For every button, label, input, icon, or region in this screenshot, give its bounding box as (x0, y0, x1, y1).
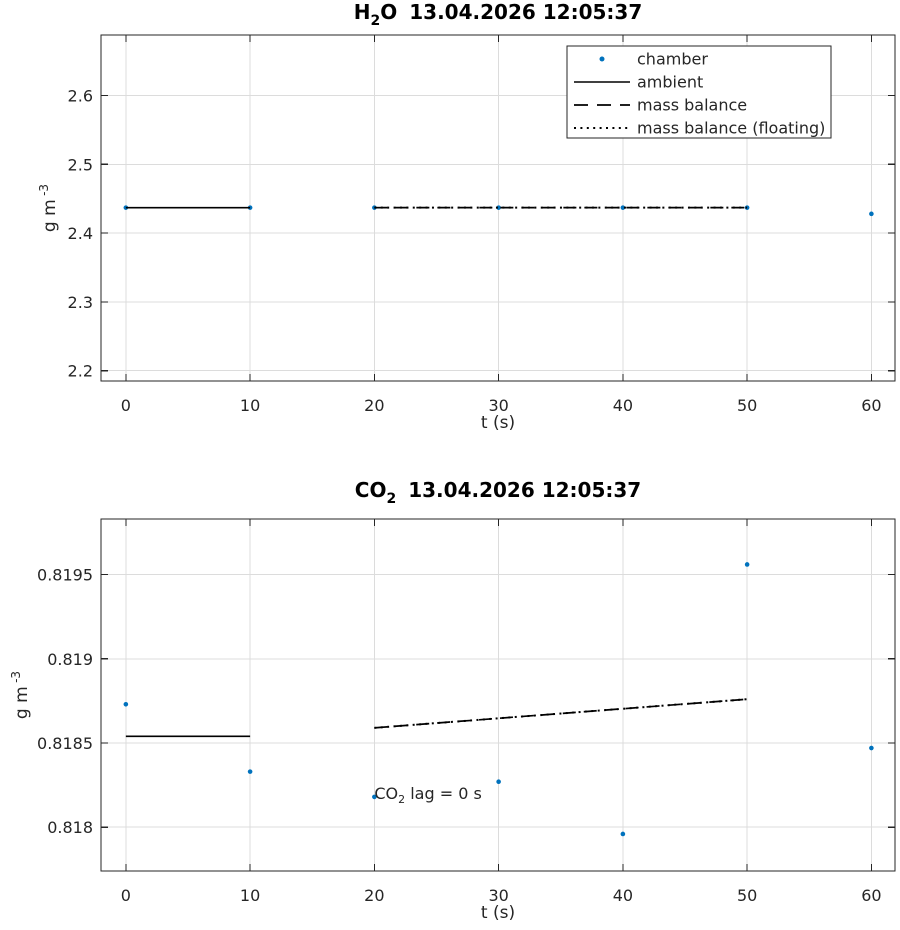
h2o-x-tick-label: 10 (240, 396, 260, 415)
legend-label: mass balance (floating) (637, 119, 825, 138)
co2-series-scatter-chamber (123, 562, 874, 837)
co2-chamber-point (620, 831, 626, 837)
legend-label: chamber (637, 50, 708, 69)
co2-chamber-point (247, 769, 253, 774)
co2-x-tick-label: 60 (861, 886, 881, 905)
co2-x-tick-label: 0 (121, 886, 131, 905)
h2o-chamber-point (869, 211, 874, 217)
co2-series-dotted-mass-balance-floating- (374, 698, 748, 729)
co2-line-dotted (374, 698, 748, 729)
h2o-xlabel: t (s) (481, 413, 515, 433)
legend-box (566, 45, 832, 139)
co2-lag-annotation: CO2 lag = 0 s (374, 784, 481, 806)
h2o-y-tick-label: 2.2 (68, 362, 93, 381)
h2o-x-tick-label: 60 (861, 396, 881, 415)
co2-xlabel: t (s) (481, 903, 515, 923)
co2-chamber-point (123, 701, 129, 707)
co2-x-tick-label: 40 (613, 886, 633, 905)
co2-x-tick-label: 30 (488, 886, 508, 905)
co2-axes-box (100, 518, 896, 872)
h2o-tick-marks (101, 35, 895, 381)
co2-chamber-point (869, 745, 874, 751)
legend: chamber ambient mass balance mass balance (… (566, 45, 832, 139)
h2o-subplot: 0 10 20 30 40 50 60 2.2 2.3 2.4 2.5 2.6 H2O 13.04.20… (37, 0, 896, 433)
legend-label: mass balance (637, 96, 747, 115)
h2o-y-tick-label: 2.4 (68, 224, 93, 243)
h2o-y-tick-label: 2.5 (68, 155, 93, 174)
co2-y-tick-label: 0.8185 (37, 734, 93, 753)
co2-y-tick-label: 0.818 (47, 818, 93, 837)
h2o-x-tick-label: 0 (121, 396, 131, 415)
co2-title: CO2 13.04.2026 12:05:37 (355, 478, 641, 507)
co2-grid (101, 519, 895, 871)
h2o-chamber-point (496, 205, 501, 210)
legend-entry-mass-balance-floating-: mass balance (floating) (574, 119, 825, 138)
co2-x-tick-label: 50 (737, 886, 757, 905)
legend-entry-ambient: ambient (574, 73, 703, 92)
co2-x-tick-label: 20 (364, 886, 384, 905)
legend-entry-mass-balance: mass balance (574, 96, 747, 115)
legend-label: ambient (637, 73, 703, 92)
co2-subplot: 0 10 20 30 40 50 60 0.818 0.8185 0.819 0.8195 CO2 1… (9, 478, 896, 923)
co2-ylabel: g m -3 (9, 671, 32, 719)
h2o-chamber-point (620, 205, 626, 210)
h2o-title: H2O 13.04.2026 12:05:37 (354, 0, 642, 29)
h2o-x-tick-label: 40 (613, 396, 633, 415)
h2o-ylabel: g m -3 (37, 184, 60, 232)
h2o-x-tick-label: 50 (737, 396, 757, 415)
h2o-y-tick-label: 2.3 (68, 293, 93, 312)
h2o-axes-box (100, 34, 896, 382)
co2-tick-marks (101, 519, 895, 871)
co2-chamber-point (372, 794, 377, 800)
legend-entry-chamber: chamber (599, 50, 708, 69)
co2-x-tick-label: 10 (240, 886, 260, 905)
legend-marker-dot (599, 56, 605, 62)
co2-y-tick-label: 0.819 (47, 650, 93, 669)
h2o-chamber-point (744, 205, 750, 210)
co2-chamber-point (744, 562, 750, 567)
co2-y-tick-label: 0.8195 (37, 566, 93, 585)
h2o-x-tick-label: 30 (488, 396, 508, 415)
h2o-y-tick-label: 2.6 (68, 87, 93, 106)
co2-chamber-point (496, 779, 501, 785)
h2o-x-tick-label: 20 (364, 396, 384, 415)
